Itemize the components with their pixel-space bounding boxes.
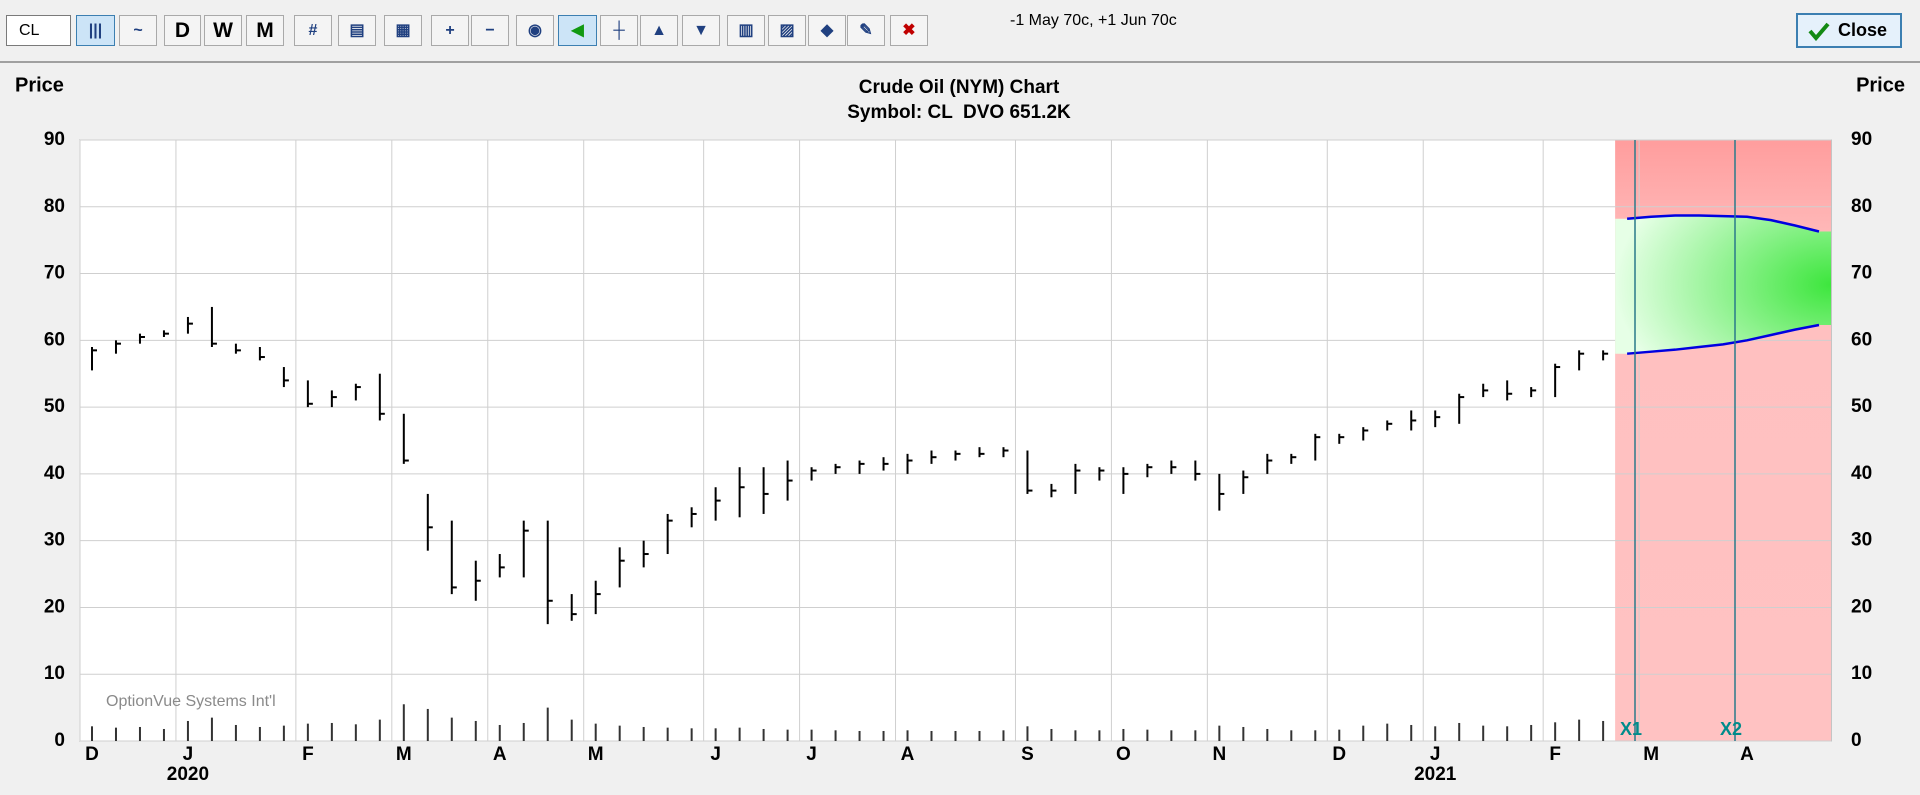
y-tick-label: 90: [44, 129, 65, 150]
symbol-input[interactable]: CL: [6, 15, 71, 46]
plot-area: [79, 139, 1832, 742]
y-tick-label: 0: [54, 730, 65, 751]
x-tick-label: A: [901, 744, 915, 765]
tool-button[interactable]: +: [431, 15, 469, 46]
tool-button[interactable]: −: [471, 15, 509, 46]
tool-button[interactable]: ◉: [516, 15, 554, 46]
y2-tick-label: 10: [1851, 663, 1872, 684]
y-tick-label: 70: [44, 263, 65, 284]
x-tick-label: J: [710, 744, 721, 765]
tool-button[interactable]: |||: [76, 15, 115, 46]
close-label: Close: [1838, 20, 1888, 40]
tool-button[interactable]: ~: [119, 15, 157, 46]
x-tick-label: M: [588, 744, 604, 765]
expiration-label: X2: [1720, 719, 1742, 739]
tool-button[interactable]: ✎: [847, 15, 885, 46]
x-tick-label: M: [1643, 744, 1659, 765]
tool-button[interactable]: ▲: [640, 15, 678, 46]
y2-tick-label: 30: [1851, 530, 1872, 551]
y2-tick-label: 20: [1851, 596, 1872, 617]
x-tick-label: S: [1021, 744, 1034, 765]
period-button[interactable]: W: [204, 15, 242, 46]
y2-tick-label: 80: [1851, 196, 1872, 217]
tool-button[interactable]: ✖: [890, 15, 928, 46]
expiration-label: X1: [1620, 719, 1642, 739]
tool-button[interactable]: ▼: [682, 15, 720, 46]
x-tick-label: N: [1212, 744, 1226, 765]
chart-title: Crude Oil (NYM) Chart: [859, 77, 1060, 98]
projection-upper-line: [1627, 214, 1820, 233]
y-tick-label: 60: [44, 329, 65, 350]
x-tick-label: A: [493, 744, 507, 765]
close-button[interactable]: Close: [1796, 13, 1902, 48]
position-note: -1 May 70c, +1 Jun 70c: [1010, 12, 1177, 29]
watermark: OptionVue Systems Int'l: [106, 693, 276, 710]
y-tick-label: 10: [44, 663, 65, 684]
x-tick-label: F: [302, 744, 314, 765]
y2-tick-label: 70: [1851, 263, 1872, 284]
y2-tick-label: 0: [1851, 730, 1862, 751]
y2-tick-label: 50: [1851, 396, 1872, 417]
tool-button[interactable]: ▨: [768, 15, 806, 46]
projection-area: [1615, 215, 1831, 354]
y2-axis-label: Price: [1856, 74, 1905, 96]
x-tick-label: O: [1116, 744, 1131, 765]
year-label: 2020: [167, 764, 209, 785]
tool-button[interactable]: ▥: [727, 15, 765, 46]
y-tick-label: 40: [44, 463, 65, 484]
chart: Price Price Crude Oil (NYM) Chart Symbol…: [15, 74, 1905, 785]
period-button[interactable]: D: [164, 15, 201, 46]
y2-tick-label: 90: [1851, 129, 1872, 150]
year-label: 2021: [1414, 764, 1457, 785]
chart-subtitle: Symbol: CL DVO 651.2K: [847, 102, 1071, 123]
x-tick-label: F: [1549, 744, 1561, 765]
tool-button[interactable]: ▤: [338, 15, 376, 46]
tool-button[interactable]: ▦: [384, 15, 422, 46]
x-tick-label: J: [183, 744, 194, 765]
x-tick-label: J: [806, 744, 817, 765]
x-tick-label: J: [1430, 744, 1441, 765]
period-button[interactable]: M: [246, 15, 284, 46]
y2-tick-label: 60: [1851, 329, 1872, 350]
tool-button[interactable]: ◆: [808, 15, 846, 46]
tool-button[interactable]: #: [294, 15, 332, 46]
x-tick-label: A: [1740, 744, 1754, 765]
check-icon: [1808, 22, 1830, 41]
y-axis-label: Price: [15, 74, 64, 96]
y-tick-label: 50: [44, 396, 65, 417]
tool-button[interactable]: ┼: [600, 15, 638, 46]
y-tick-label: 20: [44, 596, 65, 617]
x-tick-label: D: [85, 744, 99, 765]
x-tick-label: D: [1332, 744, 1346, 765]
x-tick-label: M: [396, 744, 412, 765]
y2-tick-label: 40: [1851, 463, 1872, 484]
y-tick-label: 80: [44, 196, 65, 217]
y-tick-label: 30: [44, 530, 65, 551]
projection-lower-line: [1627, 323, 1820, 355]
tool-button[interactable]: ◀: [558, 15, 597, 46]
toolbar: CL -1 May 70c, +1 Jun 70c Close ||| ~ D W M #…: [0, 0, 1920, 63]
